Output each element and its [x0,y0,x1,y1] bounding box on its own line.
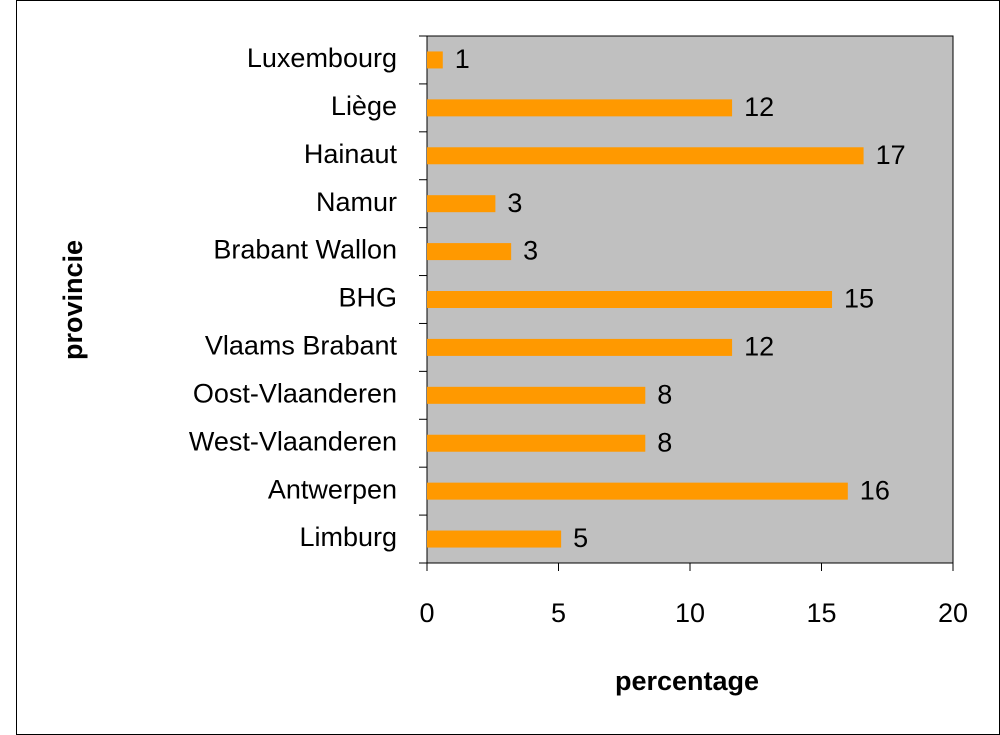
bar [427,386,646,404]
y-tick-label: Vlaams Brabant [205,331,398,361]
bar [427,195,496,213]
data-label: 8 [657,379,672,409]
y-tick-label: Brabant Wallon [213,235,397,265]
bar [427,482,848,500]
data-label: 8 [657,427,672,457]
x-axis-title: percentage [615,666,759,696]
y-tick-label: Luxembourg [247,43,397,73]
bar [427,51,443,69]
data-label: 1 [455,44,470,74]
bar [427,530,562,548]
x-tick-label: 10 [675,598,705,628]
bar [427,243,512,261]
y-tick-label: Namur [316,187,397,217]
bar [427,99,733,117]
data-label: 17 [876,140,906,170]
y-tick-label: Limburg [299,522,397,552]
bar [427,291,833,308]
data-label: 5 [573,523,588,553]
x-tick-label: 0 [419,598,434,628]
y-tick-label: West-Vlaanderen [189,426,397,456]
x-tick-label: 5 [551,598,566,628]
data-label: 12 [744,332,774,362]
bar [427,434,646,452]
y-tick-label: Antwerpen [268,474,397,504]
y-axis-title: provincie [58,240,88,360]
data-label: 15 [844,284,874,314]
y-tick-label: Hainaut [304,139,398,169]
data-label: 3 [507,188,522,218]
data-label: 16 [860,475,890,505]
y-tick-label: Oost-Vlaanderen [193,378,397,408]
data-label: 12 [744,92,774,122]
bar [427,338,733,356]
bar [427,147,864,165]
data-label: 3 [523,236,538,266]
x-tick-label: 15 [806,598,836,628]
y-tick-label: BHG [338,283,397,313]
x-tick-label: 20 [938,598,968,628]
y-tick-label: Liège [331,91,397,121]
